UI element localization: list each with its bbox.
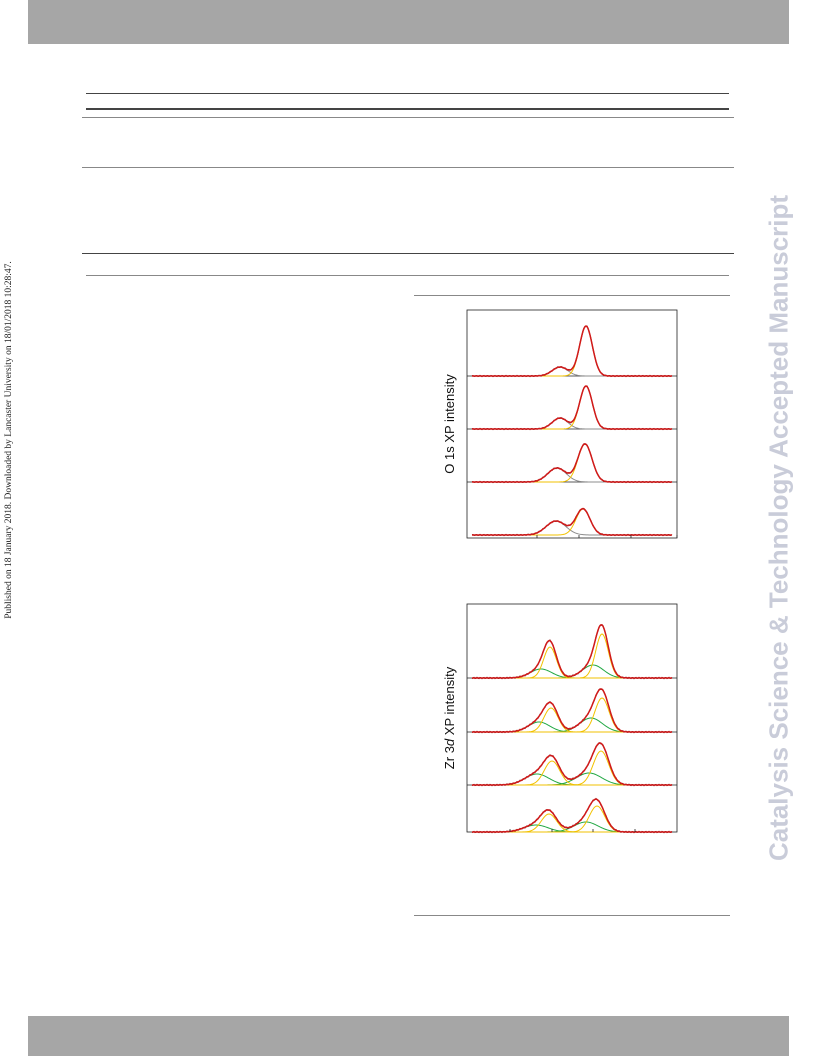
zr3d-yellow-component	[480, 760, 670, 786]
table-row-rule-1	[82, 117, 734, 118]
o1s-spectra-figure: O 1s XP intensity	[442, 309, 678, 539]
o1s-fit-envelope	[472, 385, 672, 430]
zr3d-spectra-figure: Zr 3d XP intensity	[442, 603, 678, 834]
header-band	[28, 0, 789, 44]
zr3d-green-component	[480, 717, 670, 733]
o1s-gray-component	[480, 366, 670, 377]
o1s-raw-data	[471, 385, 673, 431]
zr3d-ylabel-italic: d	[442, 738, 457, 746]
o1s-spectrum-4	[471, 507, 673, 537]
o1s-gray-component	[480, 520, 670, 536]
figure-bottom-rule	[414, 915, 730, 916]
zr3d-raw-data	[471, 688, 673, 734]
publication-notice-text: Published on 18 January 2018. Downloaded…	[4, 261, 14, 619]
table-row-rule-2	[82, 167, 734, 168]
o1s-spectrum-3	[467, 443, 677, 484]
o1s-ylabel: O 1s XP intensity	[442, 374, 457, 474]
table-top-rule	[86, 93, 729, 94]
zr3d-fit-envelope	[472, 798, 672, 833]
o1s-yellow-component	[480, 443, 670, 483]
zr3d-green-component	[480, 773, 670, 786]
zr3d-ylabel-prefix: Zr 3	[442, 746, 457, 769]
zr3d-yellow-component	[480, 646, 670, 679]
zr3d-green-component	[480, 668, 670, 679]
zr3d-green-component	[480, 772, 670, 786]
o1s-yellow-component	[480, 508, 670, 536]
zr3d-plot-frame	[466, 603, 678, 833]
table-bottom-rule	[82, 253, 734, 254]
zr3d-yellow-component	[480, 750, 670, 786]
o1s-spectrum-1	[467, 325, 677, 378]
o1s-plot-frame	[466, 309, 678, 539]
zr3d-green-component	[480, 821, 670, 833]
zr3d-spectrum-4	[471, 797, 673, 834]
zr3d-ylabel: Zr 3d XP intensity	[442, 666, 457, 769]
zr3d-raw-data	[471, 624, 673, 680]
zr3d-spectrum-1	[467, 623, 677, 680]
zr3d-yellow-component	[480, 813, 670, 833]
zr3d-spectrum-2	[467, 688, 677, 734]
o1s-yellow-component	[480, 385, 670, 430]
o1s-raw-data	[471, 443, 673, 484]
o1s-fit-envelope	[472, 443, 672, 483]
zr3d-yellow-component	[480, 707, 670, 733]
zr3d-yellow-component	[480, 805, 670, 833]
zr3d-spectrum-3	[467, 742, 677, 787]
o1s-gray-component	[480, 467, 670, 483]
zr3d-ylabel-suffix: XP intensity	[442, 666, 457, 739]
zr3d-fit-envelope	[472, 742, 672, 786]
zr3d-green-component	[480, 664, 670, 679]
table-header-rule	[86, 108, 729, 110]
figure-top-rule	[414, 295, 730, 296]
o1s-spectrum-2	[467, 385, 677, 431]
footer-band	[28, 1016, 789, 1056]
journal-watermark-text: Catalysis Science & Technology Accepted …	[763, 194, 794, 862]
o1s-fit-envelope	[472, 507, 672, 536]
zr3d-raw-data	[471, 797, 673, 834]
zr3d-fit-envelope	[472, 623, 672, 679]
zr3d-yellow-component	[480, 633, 670, 679]
o1s-fit-envelope	[472, 325, 672, 377]
o1s-yellow-component	[480, 325, 670, 377]
table-footer-rule	[86, 275, 729, 276]
zr3d-fit-envelope	[472, 688, 672, 733]
